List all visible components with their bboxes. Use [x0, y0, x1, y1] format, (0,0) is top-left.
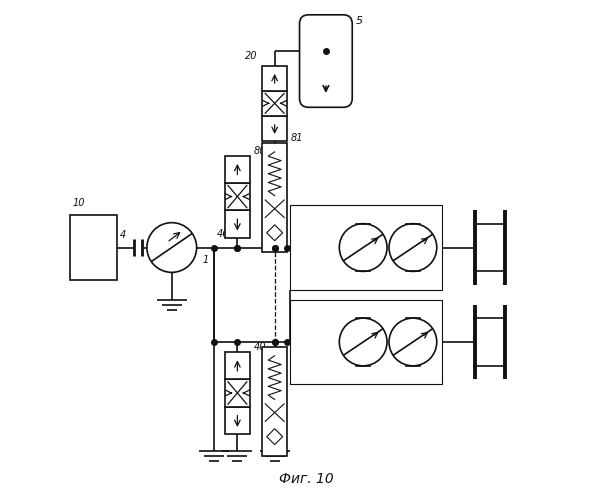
Text: 3: 3 [365, 372, 372, 382]
Text: 1: 1 [203, 255, 209, 265]
Text: 40: 40 [254, 342, 266, 352]
Bar [225, 183, 250, 210]
Bar [289, 205, 442, 290]
Text: 20: 20 [245, 51, 257, 61]
Text: 4: 4 [120, 230, 126, 240]
Bar [225, 380, 250, 406]
Bar [263, 66, 287, 91]
Bar [70, 215, 117, 280]
Text: Фиг. 10: Фиг. 10 [278, 472, 334, 486]
Circle shape [147, 222, 196, 272]
Circle shape [339, 224, 387, 272]
Bar [225, 210, 250, 238]
Bar [263, 116, 287, 140]
Text: 41: 41 [291, 337, 304, 347]
FancyBboxPatch shape [299, 15, 353, 108]
Bar [225, 406, 250, 434]
Circle shape [339, 318, 387, 366]
Text: 10: 10 [72, 198, 85, 208]
Text: 23: 23 [365, 278, 378, 287]
Text: 80: 80 [254, 146, 266, 156]
Text: 22: 22 [416, 278, 428, 287]
Bar [263, 143, 287, 252]
Bar [289, 300, 442, 384]
Bar [263, 347, 287, 457]
Text: 46: 46 [217, 228, 229, 238]
Bar [225, 352, 250, 380]
Circle shape [389, 318, 437, 366]
Bar [263, 91, 287, 116]
Text: 2: 2 [416, 372, 422, 382]
Text: M: M [87, 240, 100, 255]
Bar [225, 156, 250, 183]
Circle shape [389, 224, 437, 272]
Text: 81: 81 [291, 133, 304, 143]
Text: 5: 5 [356, 16, 363, 26]
